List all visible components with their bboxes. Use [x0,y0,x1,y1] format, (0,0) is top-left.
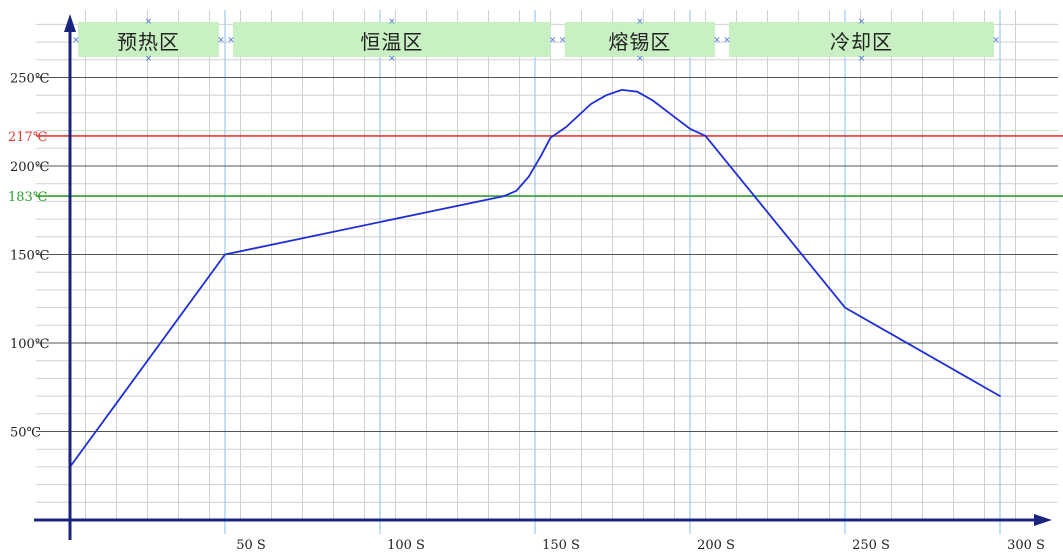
y-tick-label: 100℃ [10,337,49,352]
handle-marker: × [992,36,1000,46]
reference-lines: 217℃ 183℃ [8,130,1063,205]
handle-marker: × [227,36,235,46]
handle-marker: × [549,36,557,46]
handle-marker: × [145,17,153,27]
y-tick-label: 250℃ [10,72,49,87]
reference-label: 183℃ [8,190,47,205]
handle-marker: × [858,54,866,64]
handle-marker: × [636,17,644,27]
zone-bands: 预热区× ×××恒温区× ×××熔锡区× ×××冷却区× ××× [72,17,1000,64]
x-tick-label: 250 S [852,538,890,553]
handle-marker: × [145,54,153,64]
handle-marker: × [72,36,80,46]
y-tick-label: 200℃ [10,160,49,175]
handle-marker: × [713,36,721,46]
major-grid-lines [36,10,1058,534]
handle-marker: × [388,17,396,27]
handle-marker: × [217,36,225,46]
zone-label: 冷却区 [830,30,893,54]
handle-marker: × [723,36,731,46]
x-tick-label: 300 S [1007,538,1045,553]
y-tick-label: 150℃ [10,249,49,264]
zone-band [564,22,715,57]
zone-band [233,22,551,57]
handle-marker: × [636,54,644,64]
x-tick-label: 50 S [236,538,266,553]
axes [34,14,1052,540]
grid [36,10,1058,520]
handle-marker: × [559,36,567,46]
y-tick-label: 50℃ [10,426,41,441]
x-tick-label: 100 S [387,538,425,553]
zone-band [729,22,994,57]
series-layer [69,89,1001,468]
zone-label: 恒温区 [360,30,423,54]
x-tick-label: 150 S [542,538,580,553]
zone-label: 预热区 [117,30,180,54]
zone-label: 熔锡区 [608,30,671,54]
handle-marker: × [858,17,866,27]
temperature-curve [69,89,1001,468]
x-axis-arrow [1034,514,1052,526]
tick-labels: 50℃ 100℃ 150℃ 200℃ 250℃ 50 S 100 S 150 S 200 S 25… [10,72,1045,553]
zone-band [78,22,219,57]
reference-label: 217℃ [8,130,47,145]
handle-marker: × [388,54,396,64]
x-tick-label: 200 S [697,538,735,553]
y-axis-arrow [64,14,76,32]
